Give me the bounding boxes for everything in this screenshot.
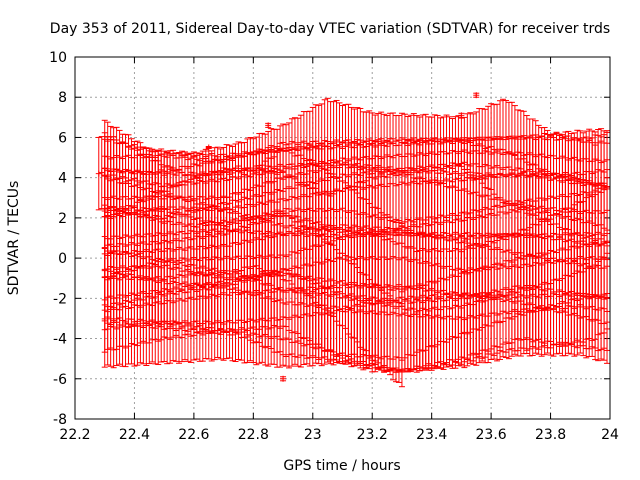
y-tick-label: -2: [53, 291, 67, 307]
y-tick-label: 2: [58, 211, 67, 227]
x-tick-label: 22.6: [178, 427, 209, 443]
y-tick-label: 4: [58, 171, 67, 187]
x-tick-label: 22.2: [59, 427, 90, 443]
x-tick-label: 23.8: [535, 427, 566, 443]
y-tick-label: 10: [49, 50, 67, 66]
x-tick-label: 22.8: [238, 427, 269, 443]
y-tick-label: -4: [53, 332, 67, 348]
x-tick-label: 24: [601, 427, 619, 443]
y-tick-label: -8: [53, 412, 67, 428]
x-tick-label: 23.2: [357, 427, 388, 443]
y-tick-label: 0: [58, 251, 67, 267]
y-tick-label: 8: [58, 90, 67, 106]
data-marks: [95, 92, 611, 388]
x-tick-label: 23.4: [416, 427, 447, 443]
y-tick-label: -6: [53, 372, 67, 388]
x-tick-label: 23.6: [476, 427, 507, 443]
axis-ticks: 22.2 22.4 22.6 22.8 23 23.2 23.4 23.6 23.8 24-8-6…: [49, 50, 619, 443]
x-tick-label: 23: [304, 427, 322, 443]
series-sat-d: [101, 163, 611, 325]
y-tick-label: 6: [58, 130, 67, 146]
x-tick-label: 22.4: [119, 427, 150, 443]
chart-title: Day 353 of 2011, Sidereal Day-to-day VTE…: [50, 21, 610, 37]
